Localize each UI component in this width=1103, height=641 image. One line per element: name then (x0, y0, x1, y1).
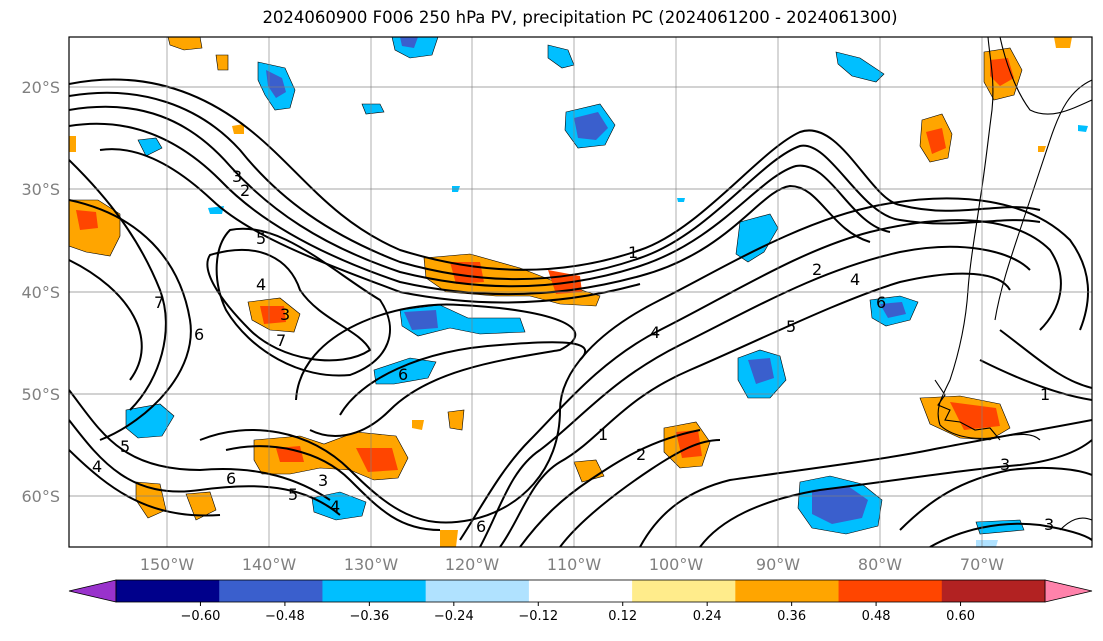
colorbar-tick-label: 0.48 (862, 609, 891, 624)
lon-label: 150°W (140, 555, 195, 574)
lon-label: 90°W (756, 555, 800, 574)
contour-label-4: 4 (92, 457, 102, 476)
contour-label-3: 3 (232, 167, 242, 186)
colorbar-segment (941, 580, 1046, 602)
coastline (934, 37, 1092, 531)
contour-label-1: 1 (628, 243, 638, 262)
colorbar: −0.60 −0.48 −0.36 −0.24 −0.12 0.12 0.24 0.36 0.4… (68, 579, 1093, 624)
contour-label-1: 1 (598, 425, 608, 444)
pv-contours (69, 78, 1092, 547)
colorbar-segment (838, 580, 943, 602)
contour-label-6: 6 (194, 325, 204, 344)
lat-label: 20°S (21, 78, 60, 97)
contour-label-2: 2 (240, 181, 250, 200)
lon-label: 80°W (858, 555, 902, 574)
colorbar-tick-label: 0.60 (946, 609, 975, 624)
colorbar-segment (322, 580, 427, 602)
colorbar-tick-label: 0.12 (608, 609, 637, 624)
lon-label: 120°W (445, 555, 500, 574)
contour-label-6: 6 (398, 365, 408, 384)
contour-label-3: 3 (1000, 455, 1010, 474)
contour-label-5: 5 (256, 229, 266, 248)
contour-label-2: 2 (636, 445, 646, 464)
colorbar-tick-label: −0.36 (349, 609, 389, 624)
colorbar-frame (115, 579, 1046, 603)
contour-label-7: 7 (154, 293, 164, 312)
contour-label-3: 3 (280, 305, 290, 324)
contour-label-4: 4 (256, 275, 266, 294)
colorbar-extend-low (68, 579, 117, 603)
contour-label-2: 2 (812, 260, 822, 279)
lat-label: 40°S (21, 283, 60, 302)
contour-label-5: 5 (120, 437, 130, 456)
colorbar-tick-label: −0.60 (181, 609, 221, 624)
pv-contour-labels: 1 1 1 2 2 2 3 3 3 3 3 4 4 4 4 4 5 5 5 5 … (92, 167, 1054, 536)
colorbar-tick-label: 0.36 (777, 609, 806, 624)
colorbar-segment (116, 580, 220, 602)
lon-label: 70°W (960, 555, 1004, 574)
lon-label: 130°W (344, 555, 399, 574)
graticule (69, 37, 1092, 547)
lon-label: 140°W (242, 555, 297, 574)
contour-label-4: 4 (650, 323, 660, 342)
map-border (68, 36, 1093, 548)
lat-label: 60°S (21, 487, 60, 506)
colorbar-tick-label: −0.24 (434, 609, 474, 624)
contour-label-6: 6 (226, 469, 236, 488)
colorbar-extend-high (1044, 579, 1093, 603)
lat-label: 50°S (21, 385, 60, 404)
colorbar-segment (528, 580, 633, 602)
latitude-labels: 20°S 30°S 40°S 50°S 60°S (21, 78, 60, 506)
contour-label-4: 4 (850, 270, 860, 289)
lon-label: 100°W (649, 555, 704, 574)
colorbar-segment (425, 580, 530, 602)
contour-label-3: 3 (318, 471, 328, 490)
lat-label: 30°S (21, 180, 60, 199)
contour-label-5: 5 (288, 485, 298, 504)
colorbar-tick-label: −0.48 (265, 609, 305, 624)
contour-label-5: 5 (786, 317, 796, 336)
contour-label-7: 7 (276, 331, 286, 350)
colorbar-segment (219, 580, 323, 602)
contour-label-6: 6 (476, 517, 486, 536)
colorbar-segment (735, 580, 840, 602)
colorbar-tick-label: 0.24 (693, 609, 722, 624)
lon-label: 110°W (547, 555, 602, 574)
contour-label-6: 6 (876, 293, 886, 312)
colorbar-segment (632, 580, 736, 602)
contour-label-4: 4 (330, 497, 340, 516)
contour-label-3: 3 (1044, 515, 1054, 534)
colorbar-tick-label: −0.12 (518, 609, 558, 624)
chart-title: 2024060900 F006 250 hPa PV, precipitatio… (262, 8, 898, 27)
contour-label-1: 1 (1040, 385, 1050, 404)
longitude-labels: 150°W 140°W 130°W 120°W 110°W 100°W 90°W… (140, 555, 1004, 574)
